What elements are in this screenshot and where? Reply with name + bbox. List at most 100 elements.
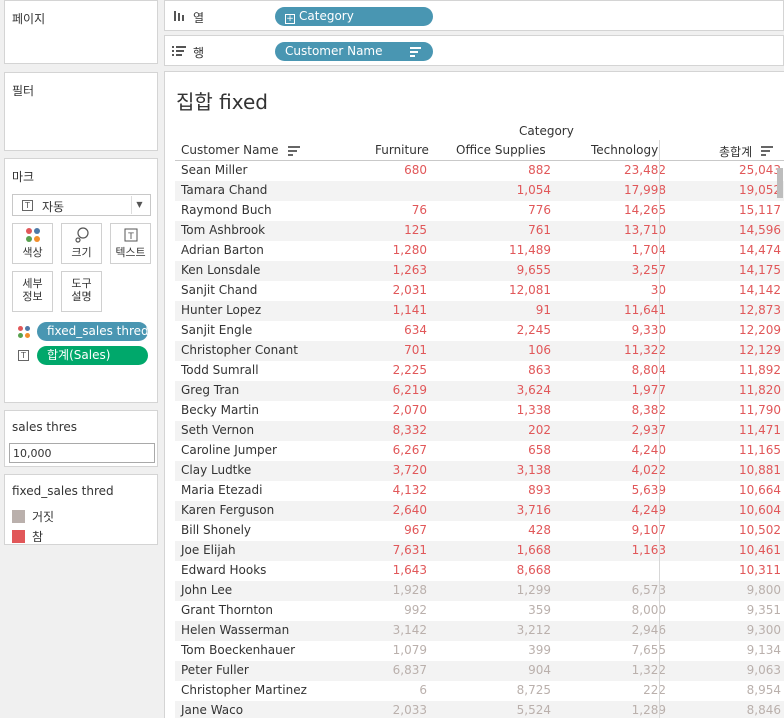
value-cell[interactable]: 6,573 bbox=[631, 583, 666, 597]
value-cell[interactable]: 202 bbox=[528, 423, 551, 437]
table-row[interactable]: Sanjit Chand 2,031 12,081 30 14,142 bbox=[175, 281, 784, 301]
detail-button[interactable]: 세부 정보 bbox=[12, 271, 53, 312]
columns-shelf[interactable]: 열 + Category bbox=[164, 0, 784, 31]
value-cell[interactable]: 8,382 bbox=[631, 403, 666, 417]
value-cell[interactable]: 2,245 bbox=[516, 323, 551, 337]
value-cell[interactable]: 8,725 bbox=[516, 683, 551, 697]
value-cell[interactable]: 359 bbox=[528, 603, 551, 617]
value-cell[interactable]: 10,461 bbox=[739, 543, 781, 557]
sort-icon[interactable] bbox=[288, 146, 300, 156]
table-row[interactable]: Maria Etezadi 4,132 893 5,639 10,664 bbox=[175, 481, 784, 501]
value-cell[interactable]: 15,117 bbox=[739, 203, 781, 217]
value-cell[interactable]: 14,175 bbox=[739, 263, 781, 277]
value-cell[interactable]: 893 bbox=[528, 483, 551, 497]
table-row[interactable]: Sanjit Engle 634 2,245 9,330 12,209 bbox=[175, 321, 784, 341]
office-supplies-header[interactable]: Office Supplies bbox=[456, 143, 546, 157]
value-cell[interactable]: 10,604 bbox=[739, 503, 781, 517]
value-cell[interactable]: 8,846 bbox=[746, 703, 781, 717]
value-cell[interactable]: 9,300 bbox=[746, 623, 781, 637]
customer-name-cell[interactable]: Sean Miller bbox=[181, 163, 248, 177]
value-cell[interactable]: 14,142 bbox=[739, 283, 781, 297]
table-row[interactable]: Edward Hooks 1,643 8,668 10,311 bbox=[175, 561, 784, 581]
value-cell[interactable]: 3,257 bbox=[631, 263, 666, 277]
customer-name-cell[interactable]: Sanjit Engle bbox=[181, 323, 253, 337]
value-cell[interactable]: 6,219 bbox=[392, 383, 427, 397]
customer-name-cell[interactable]: Helen Wasserman bbox=[181, 623, 290, 637]
value-cell[interactable]: 14,265 bbox=[624, 203, 666, 217]
value-cell[interactable]: 1,668 bbox=[516, 543, 551, 557]
value-cell[interactable]: 2,946 bbox=[631, 623, 666, 637]
customer-name-cell[interactable]: Peter Fuller bbox=[181, 663, 249, 677]
value-cell[interactable]: 91 bbox=[535, 303, 551, 317]
value-cell[interactable]: 680 bbox=[404, 163, 427, 177]
table-row[interactable]: Raymond Buch 76 776 14,265 15,117 bbox=[175, 201, 784, 221]
sort-icon[interactable] bbox=[761, 146, 773, 156]
customer-name-cell[interactable]: Becky Martin bbox=[181, 403, 259, 417]
value-cell[interactable]: 904 bbox=[528, 663, 551, 677]
value-cell[interactable]: 5,524 bbox=[516, 703, 551, 717]
value-cell[interactable]: 125 bbox=[404, 223, 427, 237]
value-cell[interactable]: 6 bbox=[419, 683, 427, 697]
value-cell[interactable]: 3,142 bbox=[392, 623, 427, 637]
value-cell[interactable]: 10,311 bbox=[739, 563, 781, 577]
value-cell[interactable]: 1,280 bbox=[392, 243, 427, 257]
value-cell[interactable]: 9,351 bbox=[746, 603, 781, 617]
value-cell[interactable]: 701 bbox=[404, 343, 427, 357]
table-row[interactable]: Tom Boeckenhauer 1,079 399 7,655 9,134 bbox=[175, 641, 784, 661]
value-cell[interactable]: 14,596 bbox=[739, 223, 781, 237]
value-cell[interactable]: 1,141 bbox=[392, 303, 427, 317]
value-cell[interactable]: 12,081 bbox=[509, 283, 551, 297]
value-cell[interactable]: 8,332 bbox=[392, 423, 427, 437]
tooltip-button[interactable]: 도구 설명 bbox=[61, 271, 102, 312]
table-row[interactable]: Grant Thornton 992 359 8,000 9,351 bbox=[175, 601, 784, 621]
value-cell[interactable]: 1,643 bbox=[392, 563, 427, 577]
value-cell[interactable]: 11,892 bbox=[739, 363, 781, 377]
value-cell[interactable]: 9,107 bbox=[631, 523, 666, 537]
value-cell[interactable]: 967 bbox=[404, 523, 427, 537]
table-row[interactable]: John Lee 1,928 1,299 6,573 9,800 bbox=[175, 581, 784, 601]
value-cell[interactable]: 10,502 bbox=[739, 523, 781, 537]
value-cell[interactable]: 1,977 bbox=[631, 383, 666, 397]
customer-name-cell[interactable]: Ken Lonsdale bbox=[181, 263, 261, 277]
pages-panel[interactable]: 페이지 bbox=[4, 0, 158, 64]
customer-name-cell[interactable]: Bill Shonely bbox=[181, 523, 252, 537]
color-field-pill[interactable]: fixed_sales thred bbox=[37, 322, 148, 341]
value-cell[interactable]: 1,054 bbox=[516, 183, 551, 197]
customer-name-cell[interactable]: Karen Ferguson bbox=[181, 503, 275, 517]
value-cell[interactable]: 2,070 bbox=[392, 403, 427, 417]
table-row[interactable]: Bill Shonely 967 428 9,107 10,502 bbox=[175, 521, 784, 541]
value-cell[interactable]: 3,212 bbox=[516, 623, 551, 637]
customer-name-header[interactable]: Customer Name bbox=[181, 143, 279, 157]
mark-type-dropdown[interactable]: T 자동 ▼ bbox=[12, 194, 151, 216]
value-cell[interactable]: 882 bbox=[528, 163, 551, 177]
customer-name-pill[interactable]: Customer Name bbox=[275, 42, 433, 61]
value-cell[interactable]: 992 bbox=[404, 603, 427, 617]
value-cell[interactable]: 2,225 bbox=[392, 363, 427, 377]
size-button[interactable]: 크기 bbox=[61, 223, 102, 264]
value-cell[interactable]: 3,716 bbox=[516, 503, 551, 517]
text-button[interactable]: T 텍스트 bbox=[110, 223, 151, 264]
value-cell[interactable]: 25,043 bbox=[739, 163, 781, 177]
table-row[interactable]: Helen Wasserman 3,142 3,212 2,946 9,300 bbox=[175, 621, 784, 641]
value-cell[interactable]: 4,249 bbox=[631, 503, 666, 517]
table-row[interactable]: Becky Martin 2,070 1,338 8,382 11,790 bbox=[175, 401, 784, 421]
value-cell[interactable]: 1,163 bbox=[631, 543, 666, 557]
value-cell[interactable]: 10,664 bbox=[739, 483, 781, 497]
value-cell[interactable]: 1,299 bbox=[516, 583, 551, 597]
value-cell[interactable]: 761 bbox=[528, 223, 551, 237]
value-cell[interactable]: 11,790 bbox=[739, 403, 781, 417]
value-cell[interactable]: 1,289 bbox=[631, 703, 666, 717]
value-cell[interactable]: 2,640 bbox=[392, 503, 427, 517]
customer-name-cell[interactable]: Raymond Buch bbox=[181, 203, 272, 217]
value-cell[interactable]: 17,998 bbox=[624, 183, 666, 197]
customer-name-cell[interactable]: Jane Waco bbox=[181, 703, 244, 717]
category-pill[interactable]: + Category bbox=[275, 7, 433, 26]
value-cell[interactable]: 6,837 bbox=[392, 663, 427, 677]
value-cell[interactable]: 8,954 bbox=[746, 683, 781, 697]
value-cell[interactable]: 2,033 bbox=[392, 703, 427, 717]
value-cell[interactable]: 12,129 bbox=[739, 343, 781, 357]
table-row[interactable]: Adrian Barton 1,280 11,489 1,704 14,474 bbox=[175, 241, 784, 261]
value-cell[interactable]: 3,138 bbox=[516, 463, 551, 477]
table-row[interactable]: Hunter Lopez 1,141 91 11,641 12,873 bbox=[175, 301, 784, 321]
value-cell[interactable]: 1,704 bbox=[631, 243, 666, 257]
